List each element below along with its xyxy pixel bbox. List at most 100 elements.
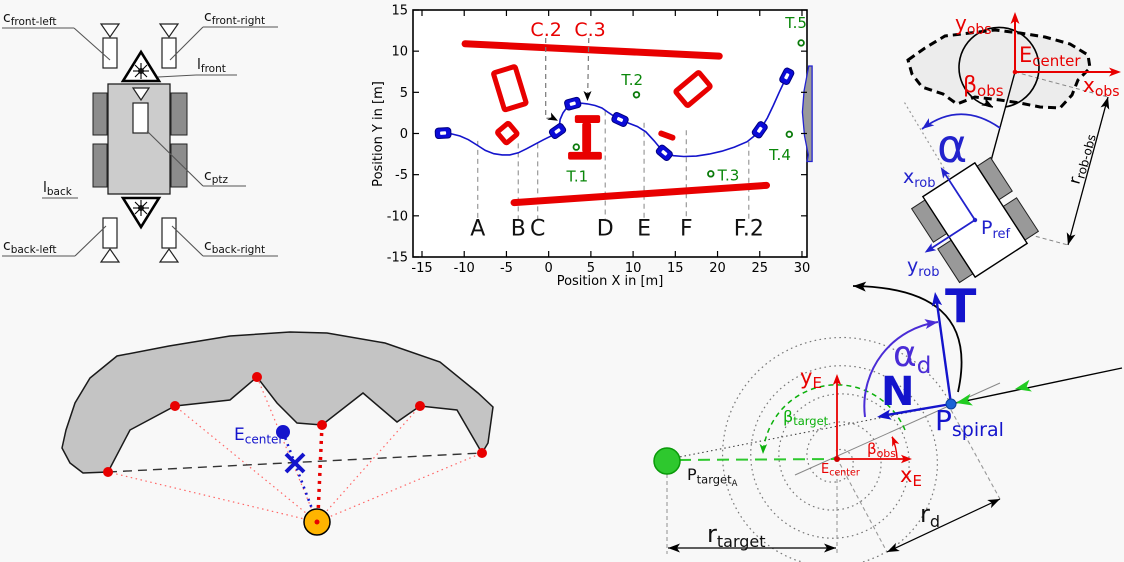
escape-curve	[852, 285, 963, 393]
label-p-ref: Pref	[981, 217, 1011, 242]
target-circle	[785, 130, 794, 139]
measure-helper-lines	[666, 409, 1001, 554]
robot-center-dot	[314, 519, 320, 525]
label-x-e: xE	[900, 463, 922, 490]
leader-lines	[2, 26, 278, 257]
label-y-e: yE	[800, 365, 822, 392]
section-label: D	[597, 217, 614, 242]
label-e-center: Ecenter	[1019, 43, 1081, 70]
camera-annotations: C.2 C.3	[530, 19, 606, 121]
label-p-spiral: Pspiral	[935, 404, 1004, 441]
label-r-d: rd	[920, 500, 940, 531]
robot-pose-marker	[434, 127, 452, 140]
robot-trajectory	[443, 75, 789, 158]
robot-pose-marker	[611, 112, 629, 127]
back-laser-icon	[120, 196, 162, 230]
x-tick-label: 30	[794, 261, 811, 276]
label-c-back-right: cback-right	[204, 238, 265, 256]
tangent-point-dots	[103, 372, 487, 477]
camera-label: C.3	[574, 19, 605, 41]
back-right-camera-icon	[158, 217, 180, 263]
r-target-arrow	[668, 543, 836, 553]
obstacles	[461, 40, 813, 207]
target-circle	[632, 91, 641, 99]
incoming-path-line	[950, 367, 1123, 405]
x-tick-label: -5	[500, 261, 513, 276]
label-alpha-d: αd	[893, 334, 931, 379]
r-rob-obs-arrow	[1066, 96, 1110, 246]
label-beta-target: βtarget	[783, 407, 829, 428]
label-e-center: Ecenter	[821, 462, 860, 479]
robot-body	[107, 83, 171, 195]
x-tick-label: 15	[667, 261, 684, 276]
incoming-arrowhead2-icon	[956, 393, 973, 406]
front-laser-icon	[120, 49, 162, 83]
label-alpha: α	[937, 119, 967, 173]
obstacle-frame-diagram: yobs xobs Ecenter βobs α xrob yrob Pref …	[902, 11, 1121, 284]
x-tick-label: 20	[709, 261, 726, 276]
label-c-front-left: cfront-left	[3, 10, 56, 28]
p-spiral-dot	[945, 398, 957, 410]
label-l-back: lback	[43, 180, 73, 198]
y-tick-label: 15	[391, 4, 408, 19]
x-marker-icon	[284, 452, 306, 474]
target-label: T.2	[620, 71, 643, 89]
x-tick-label: -10	[454, 261, 475, 276]
robot-pose-markers	[434, 67, 795, 162]
target-circle	[707, 170, 715, 178]
label-n: N	[881, 369, 914, 415]
target-markers: T.1 T.2 T.3 T.4 T.5	[566, 14, 807, 185]
trajectory-plot: A B C D E F F.2 T.1T.2T.3T.4T.5 C.2 C.3 -15 -10-…	[371, 4, 813, 289]
label-y-obs: yobs	[955, 11, 992, 38]
label-x-rob: xrob	[903, 166, 936, 191]
e-frame-axes	[832, 374, 912, 464]
robot-sensor-layout-diagram: cfront-left cfront-right lfront cptz lba…	[2, 9, 278, 263]
section-label: A	[470, 217, 485, 242]
beta-obs-arc	[958, 26, 1040, 108]
x-axis-label: Position X in [m]	[557, 274, 664, 289]
beta-target-arc	[762, 384, 906, 455]
section-label: E	[637, 217, 651, 242]
selected-tangent-line	[316, 424, 324, 516]
section-markers: A B C D E F F.2	[470, 110, 764, 242]
normal-tangent-arrows	[877, 292, 953, 420]
y-tick-label: 10	[391, 45, 408, 60]
section-label: C	[530, 217, 545, 242]
section-label: F	[680, 217, 693, 242]
target-label: T.4	[768, 146, 791, 164]
label-p-target: PtargetA	[687, 465, 738, 489]
spiral-approach-diagram: yE xE Ecenter βtarget βobs Pspiral Ptarg…	[653, 279, 1123, 562]
heading-extension-line	[902, 99, 976, 221]
robot-pose-marker	[751, 121, 768, 139]
label-c-front-right: cfront-right	[204, 9, 265, 27]
center-to-robot-line	[281, 431, 319, 523]
label-t: T	[945, 279, 977, 333]
label-c-back-left: cback-left	[3, 238, 56, 256]
beta-obs-arc	[891, 436, 898, 459]
escape-arrowhead-icon	[853, 281, 867, 292]
target-circle	[797, 39, 805, 47]
label-e-center: Ecenter	[234, 425, 283, 447]
robot-pose-marker	[548, 123, 567, 140]
alpha-d-arc	[863, 321, 939, 418]
e-center-dot	[276, 425, 290, 439]
target-label: T.3	[717, 166, 740, 184]
y-tick-label: 0	[400, 127, 408, 142]
robot-top-symbol	[910, 156, 1040, 284]
obstacle-shape	[61, 331, 494, 474]
y-tick-label: 5	[400, 86, 408, 101]
beta-obs-arrowhead-icon	[892, 436, 900, 447]
target-circle	[572, 143, 580, 151]
beta-target-arrowhead-icon	[759, 443, 768, 454]
robot-pose-marker	[655, 144, 673, 162]
tangent-point-diagram: Ecenter	[61, 331, 494, 536]
label-y-rob: yrob	[907, 255, 940, 280]
target-line	[678, 458, 838, 461]
back-left-camera-icon	[99, 217, 121, 263]
axis-ticks: -15 -10 -5 0 5 10 15 20 25 30 15 10 5 0 -5 -10 -15	[387, 4, 810, 277]
y-axis-label: Position Y in [m]	[371, 81, 386, 187]
x-tick-label: 0	[545, 261, 553, 276]
spiral-target-dotted-line	[668, 403, 952, 460]
label-r-rob-obs: rrob-obs	[1065, 131, 1099, 187]
